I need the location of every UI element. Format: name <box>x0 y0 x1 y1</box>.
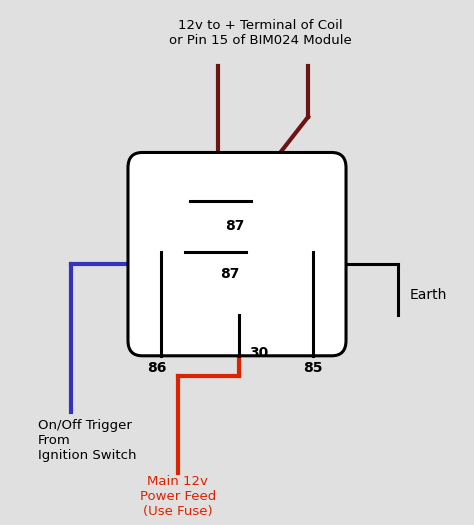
Text: On/Off Trigger
From
Ignition Switch: On/Off Trigger From Ignition Switch <box>38 419 137 463</box>
FancyBboxPatch shape <box>128 152 346 356</box>
Text: Earth: Earth <box>410 288 447 302</box>
Text: Main 12v
Power Feed
(Use Fuse): Main 12v Power Feed (Use Fuse) <box>140 475 216 518</box>
Text: 85: 85 <box>303 361 323 375</box>
Text: 12v to + Terminal of Coil
or Pin 15 of BIM024 Module: 12v to + Terminal of Coil or Pin 15 of B… <box>169 19 352 47</box>
Text: 87: 87 <box>225 218 244 233</box>
Text: 30: 30 <box>249 346 268 360</box>
Text: 86: 86 <box>147 361 166 375</box>
Text: 87: 87 <box>220 267 239 281</box>
